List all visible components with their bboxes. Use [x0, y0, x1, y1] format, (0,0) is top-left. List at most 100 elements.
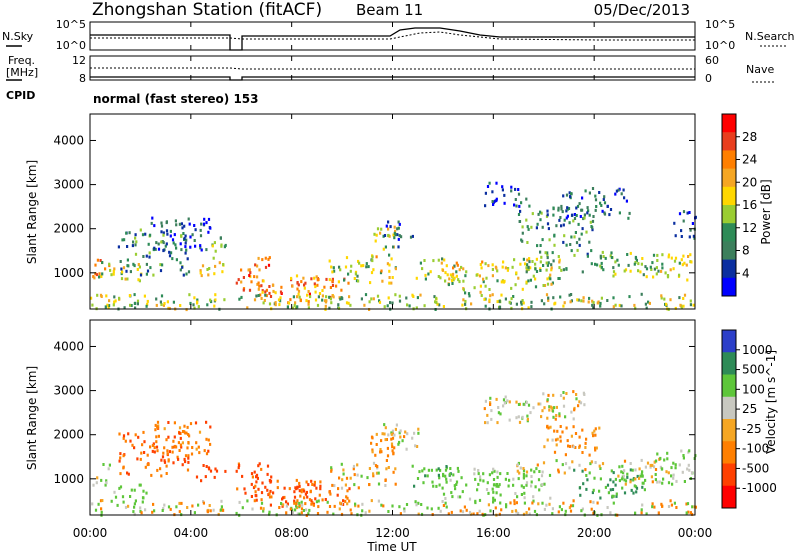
- power-cell: [432, 259, 435, 263]
- power-cell: [411, 293, 414, 297]
- velocity-cell: [508, 478, 511, 482]
- power-cell: [562, 194, 565, 198]
- power-cell: [521, 239, 524, 243]
- velocity-cell: [571, 504, 575, 508]
- power-cell: [398, 299, 402, 303]
- velocity-cell: [525, 470, 529, 474]
- power-cell: [155, 303, 158, 307]
- power-cell: [443, 258, 446, 262]
- power-cell: [527, 227, 530, 231]
- power-cell: [470, 302, 473, 306]
- power-cell: [159, 269, 163, 273]
- velocity-cell: [100, 510, 103, 514]
- velocity-cell: [422, 481, 425, 485]
- velocity-cell: [255, 475, 258, 479]
- power-cell: [133, 302, 136, 305]
- power-cell: [603, 201, 607, 205]
- power-cell: [191, 233, 194, 237]
- velocity-cell: [575, 393, 578, 396]
- velocity-cell: [430, 507, 433, 511]
- power-cell: [341, 297, 344, 301]
- x-tick-label: 04:00: [174, 526, 209, 540]
- velocity-cell: [260, 498, 263, 502]
- velocity-cell: [486, 413, 489, 417]
- velocity-cell: [473, 472, 476, 476]
- velocity-cell: [352, 467, 355, 471]
- power-cell: [207, 217, 211, 221]
- velocity-cell: [484, 399, 487, 403]
- power-cell: [562, 223, 565, 227]
- velocity-cell: [259, 506, 263, 510]
- velocity-cell: [461, 510, 465, 514]
- power-cell: [269, 295, 273, 298]
- power-cell: [134, 306, 137, 310]
- power-cell: [528, 257, 531, 261]
- velocity-cell: [654, 473, 657, 476]
- velocity-cell: [392, 452, 395, 456]
- y-tick-label: 3000: [53, 384, 84, 398]
- velocity-cell: [379, 448, 382, 451]
- velocity-cell: [572, 445, 575, 449]
- power-cell: [434, 300, 437, 304]
- velocity-cell: [328, 505, 332, 508]
- power-cell: [247, 268, 250, 272]
- power-cell: [578, 202, 581, 206]
- velocity-cell: [640, 458, 643, 462]
- power-cell: [240, 280, 243, 284]
- velocity-cell: [551, 507, 554, 511]
- velocity-cell: [119, 452, 122, 456]
- power-cell: [669, 268, 672, 272]
- power-cell: [123, 238, 126, 242]
- power-cell: [93, 276, 96, 280]
- power-cell: [134, 243, 137, 247]
- velocity-cell: [635, 490, 638, 494]
- power-cell: [510, 297, 513, 301]
- velocity-cell: [198, 451, 201, 455]
- velocity-cell: [381, 432, 384, 436]
- power-cell: [314, 298, 318, 302]
- velocity-cell: [421, 469, 424, 473]
- power-cell: [136, 299, 140, 303]
- velocity-cell: [385, 459, 388, 462]
- velocity-cell: [163, 460, 167, 464]
- velocity-cell: [95, 481, 98, 485]
- velocity-cell: [330, 469, 333, 473]
- power-cell: [610, 256, 613, 259]
- velocity-cell: [674, 466, 677, 470]
- velocity-cell: [672, 461, 675, 465]
- power-cell: [435, 296, 438, 300]
- power-cell: [242, 288, 245, 292]
- velocity-cell: [611, 488, 615, 491]
- velocity-cell: [160, 474, 163, 478]
- velocity-cell: [543, 406, 546, 410]
- velocity-cell: [235, 511, 238, 515]
- velocity-cell: [653, 505, 656, 509]
- power-cell: [498, 299, 501, 303]
- velocity-cell: [235, 469, 238, 473]
- power-cell: [652, 253, 656, 257]
- velocity-cell: [549, 405, 552, 409]
- velocity-cell: [122, 434, 126, 438]
- velocity-cell: [638, 467, 641, 471]
- velocity-cell: [167, 505, 171, 509]
- velocity-cell: [417, 431, 420, 435]
- power-cell: [347, 281, 350, 285]
- velocity-cell: [568, 506, 571, 510]
- power-cell: [572, 219, 575, 223]
- velocity-cell: [579, 493, 582, 497]
- power-cell: [517, 276, 520, 280]
- velocity-cell: [268, 512, 271, 516]
- velocity-cell: [606, 483, 610, 487]
- velocity-cell: [105, 481, 108, 485]
- power-cell: [508, 300, 511, 304]
- velocity-cell: [360, 474, 363, 478]
- power-cell: [584, 189, 587, 193]
- power-cell: [600, 204, 603, 207]
- velocity-cell: [209, 469, 213, 473]
- velocity-cell: [547, 426, 550, 430]
- power-cell: [614, 303, 617, 307]
- power-cell: [594, 208, 597, 212]
- power-cell: [337, 306, 341, 310]
- power-cell: [354, 270, 358, 274]
- velocity-cell: [492, 467, 495, 471]
